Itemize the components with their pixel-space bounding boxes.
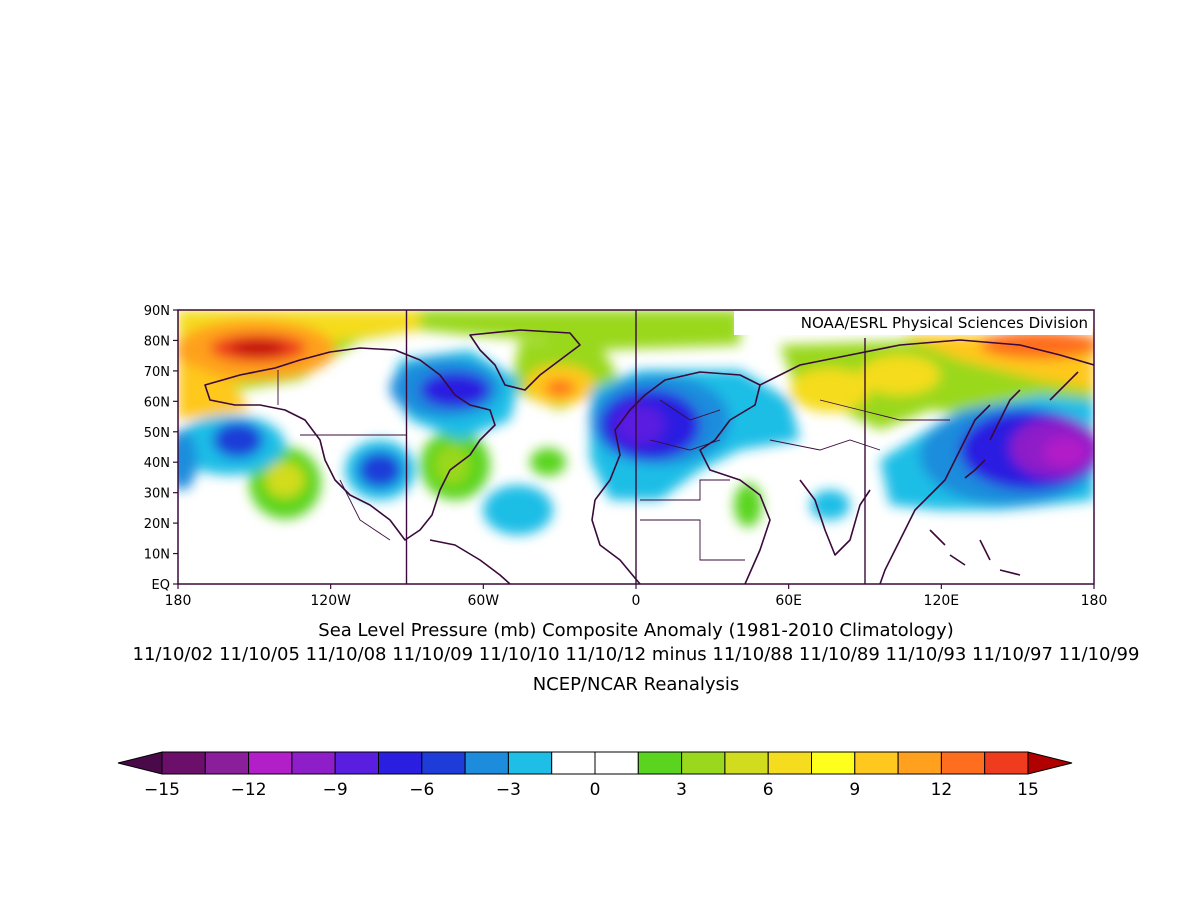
positive-anomaly-region — [265, 462, 305, 498]
lat-tick-label: 80N — [144, 334, 170, 349]
africa-west-coast — [591, 499, 641, 584]
lat-tick-label: 40N — [144, 456, 170, 471]
colorbar-swatch — [637, 751, 683, 775]
colorbar-tick-label: 3 — [676, 780, 687, 800]
title-line-3: NCEP/NCAR Reanalysis — [533, 674, 740, 695]
title-line-1: Sea Level Pressure (mb) Composite Anomal… — [318, 620, 953, 641]
colorbar-swatch — [854, 751, 899, 775]
colorbar-tick-label: −3 — [496, 780, 521, 800]
colorbar-under-arrow — [117, 751, 163, 775]
lat-tick-label: 10N — [144, 548, 170, 563]
negative-anomaly-region — [213, 422, 263, 458]
colorbar-swatch — [811, 751, 856, 775]
lat-tick-label: EQ — [152, 578, 170, 593]
colorbar-swatch — [248, 751, 293, 775]
colorbar-tick-label: 15 — [1017, 780, 1039, 800]
lat-tick-label: 70N — [144, 365, 170, 380]
colorbar-swatch — [594, 751, 639, 775]
colorbar-tick-label: 9 — [849, 780, 860, 800]
colorbar-over-arrow — [1027, 751, 1073, 775]
colorbar-swatch — [421, 751, 466, 775]
country-borders — [277, 370, 950, 561]
negative-anomaly-region — [420, 372, 490, 408]
colorbar-swatch — [291, 751, 336, 775]
lon-tick-label: 60W — [467, 593, 499, 609]
positive-anomaly-region — [434, 445, 470, 485]
credit-label-box — [734, 311, 1092, 335]
lon-tick-label: 0 — [632, 593, 641, 609]
colorbar-tick-label: −9 — [323, 780, 348, 800]
longitude-axis: 180 120W 60W 0 60E 120E 180 — [165, 584, 1108, 609]
se-asia-islands — [929, 529, 1021, 576]
colorbar-swatch — [507, 751, 553, 775]
colorbar-tick-label: 12 — [931, 780, 953, 800]
colorbar-swatch — [940, 751, 986, 775]
latitude-axis: 90N 80N 70N 60N 50N 40N 30N 20N 10N EQ — [144, 304, 178, 593]
negative-anomaly-region — [483, 485, 553, 535]
lat-tick-label: 60N — [144, 395, 170, 410]
positive-anomaly-region — [790, 368, 870, 412]
colorbar-swatch — [378, 751, 423, 775]
colorbar-tick-label: −15 — [144, 780, 180, 800]
negative-anomaly-region — [178, 430, 197, 490]
europe-africa-coast — [594, 371, 771, 584]
japan-coast — [964, 389, 1021, 479]
south-america-coast — [429, 539, 511, 584]
colorbar-swatch — [984, 751, 1029, 775]
lat-tick-label: 20N — [144, 517, 170, 532]
colorbar-swatch — [204, 751, 250, 775]
negative-anomaly-region — [1043, 437, 1087, 467]
lon-tick-label: 120W — [310, 593, 351, 609]
positive-anomaly-region — [980, 331, 1094, 359]
colorbar-tick-label: 6 — [763, 780, 774, 800]
colorbar-swatch — [767, 751, 813, 775]
colorbar-swatch — [334, 751, 380, 775]
positive-anomaly-region — [545, 380, 575, 396]
negative-anomaly-region — [358, 452, 402, 488]
lon-tick-label: 120E — [924, 593, 960, 609]
lat-tick-label: 30N — [144, 487, 170, 502]
lat-tick-label: 50N — [144, 426, 170, 441]
positive-anomaly-region — [530, 448, 566, 476]
negative-anomaly-region — [615, 405, 665, 445]
colorbar-tick-label: −6 — [409, 780, 434, 800]
colorbar-swatch — [161, 751, 206, 775]
greenland-coast — [469, 329, 581, 391]
anomaly-field — [178, 310, 1094, 584]
lon-tick-label: 180 — [165, 593, 192, 609]
colorbar-swatch — [897, 751, 942, 775]
colorbar-tick-label: 0 — [590, 780, 601, 800]
positive-anomaly-region — [860, 355, 940, 395]
colorbar-swatch — [724, 751, 769, 775]
colorbar: −15 −12 −9 −6 −3 0 3 6 9 12 15 — [117, 751, 1073, 800]
colorbar-swatch — [551, 751, 596, 775]
positive-anomaly-region — [734, 483, 762, 527]
lat-tick-label: 90N — [144, 304, 170, 319]
colorbar-swatch — [681, 751, 726, 775]
colorbar-tick-label: −12 — [231, 780, 267, 800]
lon-tick-label: 180 — [1081, 593, 1108, 609]
kamchatka-coast — [1049, 371, 1079, 401]
asia-east-coast — [879, 404, 991, 584]
coastlines — [204, 329, 1094, 584]
positive-anomaly-region — [230, 340, 286, 356]
asia-coast — [759, 339, 1094, 386]
lon-tick-label: 60E — [775, 593, 802, 609]
credit-label: NOAA/ESRL Physical Sciences Division — [801, 314, 1088, 332]
north-america-coast — [204, 347, 496, 541]
india-coast — [799, 479, 871, 556]
title-line-2: 11/10/02 11/10/05 11/10/08 11/10/09 11/1… — [133, 644, 1140, 665]
colorbar-swatch — [464, 751, 509, 775]
meridian-lines — [405, 310, 866, 584]
